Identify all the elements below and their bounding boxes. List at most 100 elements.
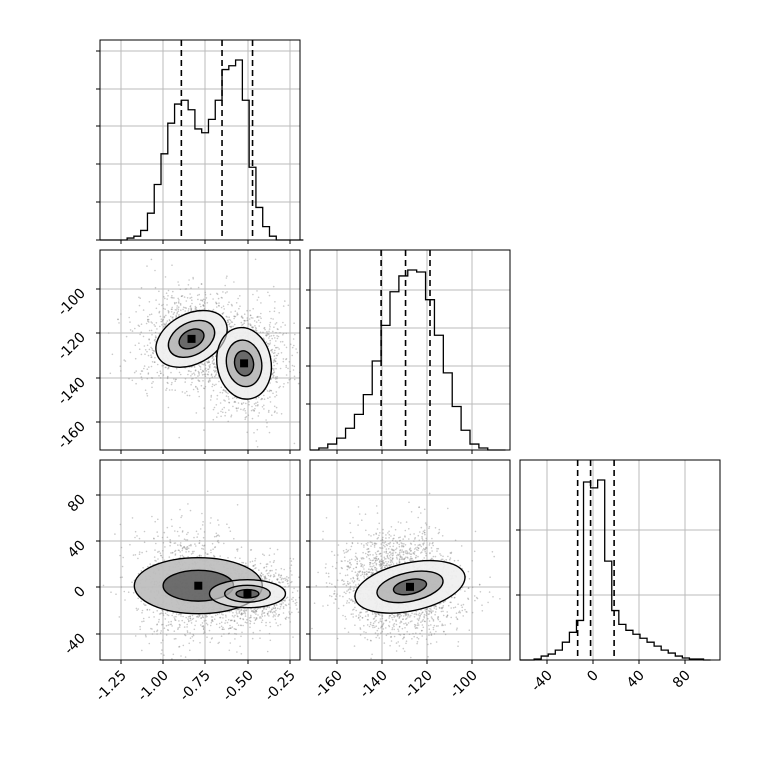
sample-point: [364, 513, 367, 515]
sample-point: [168, 556, 171, 558]
sample-point: [160, 652, 162, 655]
sample-point: [256, 446, 259, 448]
sample-point: [227, 319, 229, 322]
sample-point: [288, 599, 291, 601]
sample-point: [187, 547, 190, 550]
sample-point: [164, 618, 167, 620]
sample-point: [166, 298, 168, 300]
sample-point: [151, 633, 154, 635]
sample-point: [365, 570, 368, 573]
sample-point: [201, 524, 204, 526]
sample-point: [234, 614, 236, 617]
sample-point: [201, 615, 204, 617]
sample-point: [275, 406, 278, 409]
sample-point: [212, 620, 214, 622]
sample-point: [141, 609, 144, 612]
sample-point: [124, 599, 126, 601]
sample-point: [269, 321, 272, 324]
sample-point: [202, 380, 204, 382]
histogram-step: [100, 59, 304, 241]
sample-point: [406, 630, 409, 633]
sample-point: [169, 539, 171, 541]
sample-point: [220, 415, 222, 418]
sample-point: [276, 412, 278, 414]
sample-point: [230, 415, 232, 418]
sample-point: [159, 315, 162, 318]
sample-point: [285, 346, 288, 349]
sample-point: [266, 342, 269, 345]
sample-point: [240, 321, 243, 324]
sample-point: [204, 367, 207, 370]
sample-point: [255, 398, 257, 400]
sample-point: [138, 537, 141, 540]
sample-point: [102, 584, 105, 587]
sample-point: [272, 616, 275, 618]
sample-point: [286, 596, 289, 599]
sample-point: [166, 526, 169, 529]
sample-point: [252, 308, 254, 310]
sample-point: [260, 398, 262, 401]
sample-point: [288, 617, 290, 619]
sample-point: [220, 621, 223, 624]
sample-point: [292, 596, 294, 599]
sample-point: [277, 346, 279, 349]
sample-point: [271, 580, 273, 583]
sample-point: [359, 619, 361, 621]
sample-point: [179, 288, 182, 291]
sample-point: [133, 371, 136, 374]
sample-point: [195, 412, 198, 414]
sample-point: [268, 330, 270, 333]
sample-point: [353, 580, 356, 582]
sample-point: [184, 392, 186, 394]
sample-point: [172, 316, 174, 318]
sample-point: [274, 323, 277, 325]
sample-point: [179, 544, 181, 546]
sample-point: [167, 366, 170, 368]
sample-point: [275, 376, 277, 379]
sample-point: [206, 373, 209, 376]
sample-point: [250, 409, 253, 412]
sample-point: [199, 368, 202, 371]
sample-point: [165, 323, 167, 326]
sample-point: [274, 349, 276, 352]
sample-point: [234, 401, 237, 403]
sample-point: [166, 304, 168, 306]
sample-point: [275, 380, 278, 383]
sample-point: [214, 374, 217, 377]
sample-point: [187, 618, 189, 620]
sample-point: [198, 293, 200, 296]
sample-point: [153, 324, 155, 326]
sample-point: [165, 322, 168, 324]
sample-point: [262, 337, 265, 340]
sample-point: [176, 305, 178, 307]
sample-point: [168, 389, 171, 391]
sample-point: [206, 623, 209, 626]
sample-point: [253, 409, 255, 412]
sample-point: [217, 519, 219, 521]
sample-point: [375, 636, 378, 639]
sample-point: [198, 372, 200, 375]
sample-point: [200, 305, 202, 308]
sample-point: [225, 395, 228, 397]
sample-point: [167, 367, 169, 370]
sample-point: [246, 309, 248, 312]
sample-point: [173, 618, 176, 620]
sample-point: [145, 635, 147, 638]
sample-point: [146, 608, 149, 611]
sample-point: [183, 546, 185, 549]
sample-point: [240, 546, 243, 548]
sample-point: [129, 329, 132, 331]
sample-point: [193, 536, 195, 539]
sample-point: [149, 342, 151, 344]
sample-point: [139, 628, 141, 631]
sample-point: [159, 372, 162, 375]
sample-point: [285, 616, 288, 619]
sample-point: [255, 610, 258, 613]
sample-point: [276, 604, 278, 606]
sample-point: [272, 561, 275, 564]
panel-frame: [309, 249, 511, 451]
sample-point: [194, 369, 197, 372]
sample-point: [239, 295, 241, 297]
sample-point: [202, 536, 205, 539]
sample-point: [186, 546, 188, 549]
